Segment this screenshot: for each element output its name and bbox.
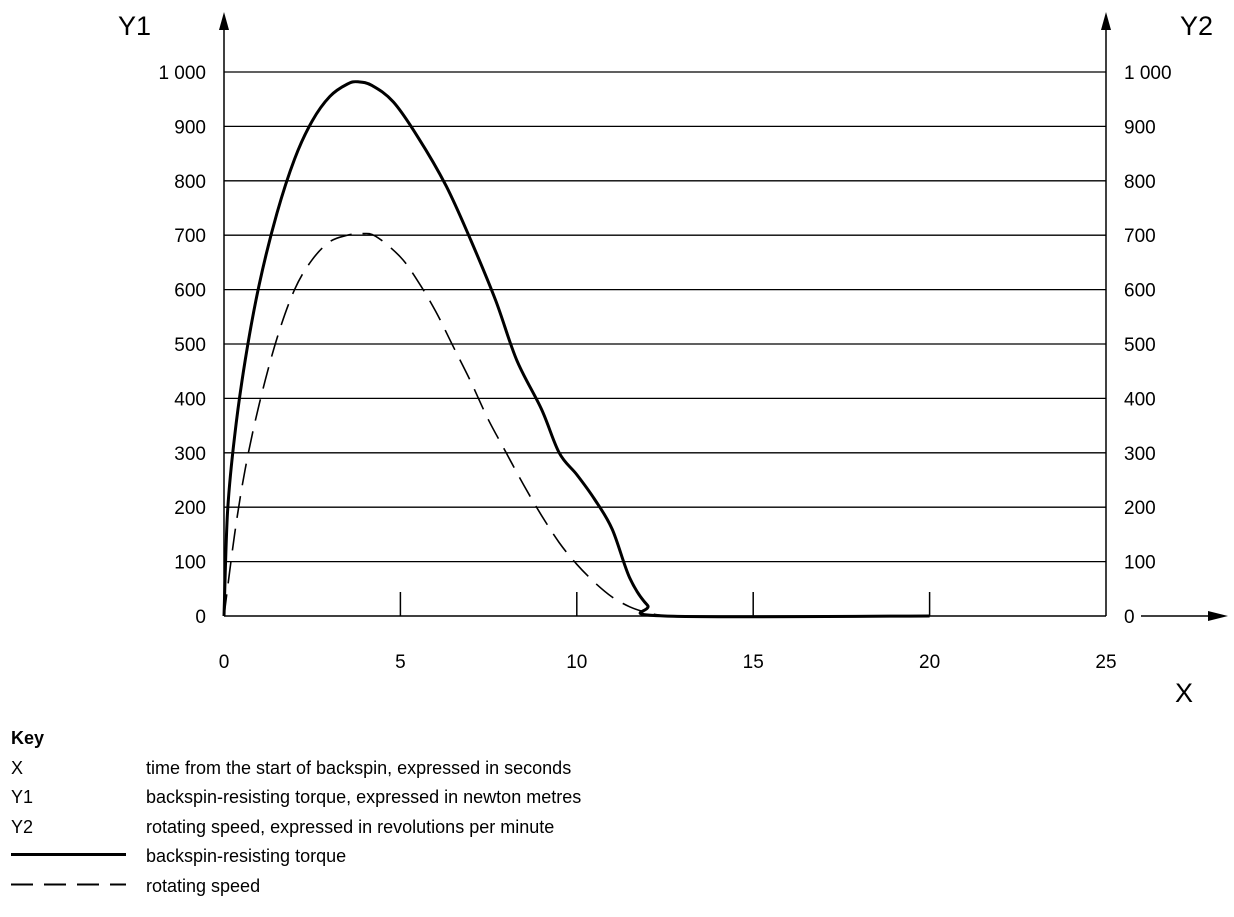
key-entry-y1: Y1 backspin-resisting torque, expressed …: [11, 783, 581, 813]
y2-axis-label: Y2: [1180, 11, 1213, 41]
y2-tick-label: 700: [1124, 226, 1156, 247]
y1-tick-label: 800: [174, 172, 206, 193]
key-description: backspin-resisting torque: [146, 846, 347, 866]
y2-tick-label: 500: [1124, 335, 1156, 356]
y1-tick-label: 400: [174, 389, 206, 410]
series-line-torque: [222, 80, 930, 619]
y2-tick-label: 800: [1124, 172, 1156, 193]
y1-tick-label: 0: [195, 607, 206, 628]
y2-tick-label: 1 000: [1124, 63, 1172, 84]
y1-tick-label: 200: [174, 498, 206, 519]
x-arrow-icon: [1208, 611, 1228, 621]
x-tick-label: 10: [566, 652, 587, 673]
chart: 0 5 10 15 20 25 0 100 200 300 400 500 600 700 800 900 1 …: [118, 11, 1228, 708]
x-tick-label: 0: [219, 652, 230, 673]
key-entry-solid-line: backspin-resisting torque: [11, 842, 581, 872]
y1-tick-label: 300: [174, 444, 206, 465]
key-description: time from the start of backspin, express…: [146, 757, 572, 778]
y1-tick-label: 700: [174, 226, 206, 247]
tick-labels: 0 5 10 15 20 25 0 100 200 300 400 500 600 700 800 900 1 …: [158, 63, 1171, 673]
y2-tick-label: 200: [1124, 498, 1156, 519]
key-title: Key: [11, 728, 45, 748]
axes: [219, 12, 1228, 621]
dashed-line-sample: [11, 883, 126, 886]
y2-tick-label: 0: [1124, 607, 1135, 628]
key-entry-y2: Y2 rotating speed, expressed in revoluti…: [11, 813, 581, 843]
y1-tick-label: 100: [174, 553, 206, 574]
y1-tick-label: 1 000: [158, 63, 206, 84]
gridlines: [224, 71, 1106, 563]
y1-tick-label: 600: [174, 281, 206, 302]
x-tick-label: 20: [919, 652, 940, 673]
x-tick-label: 25: [1095, 652, 1116, 673]
x-tick-label: 5: [395, 652, 406, 673]
y2-tick-label: 400: [1124, 389, 1156, 410]
y1-axis-label: Y1: [118, 11, 151, 41]
solid-line-sample: [11, 853, 126, 857]
key-description: backspin-resisting torque, expressed in …: [146, 787, 582, 807]
key-symbol: Y2: [11, 816, 34, 837]
y2-tick-label: 300: [1124, 444, 1156, 465]
key-entry-dashed-line: rotating speed: [11, 872, 581, 902]
key-symbol: X: [11, 757, 24, 778]
y2-axis-arrow-icon: [1101, 12, 1111, 30]
key-description: rotating speed: [146, 875, 261, 896]
x-axis-label: X: [1175, 678, 1193, 708]
key: Key X time from the start of backspin, e…: [11, 724, 581, 901]
x-tick-label: 15: [743, 652, 764, 673]
key-symbol: Y1: [11, 787, 34, 807]
y2-tick-label: 900: [1124, 117, 1156, 138]
series-lines: [222, 80, 930, 619]
key-description: rotating speed, expressed in revolutions…: [146, 816, 555, 837]
y1-tick-label: 500: [174, 335, 206, 356]
y2-tick-label: 600: [1124, 281, 1156, 302]
y1-axis-arrow-icon: [219, 12, 229, 30]
series-line-rotating-speed: [223, 232, 666, 617]
y1-tick-label: 900: [174, 117, 206, 138]
key-entry-x: X time from the start of backspin, expre…: [11, 754, 581, 784]
y2-tick-label: 100: [1124, 553, 1156, 574]
